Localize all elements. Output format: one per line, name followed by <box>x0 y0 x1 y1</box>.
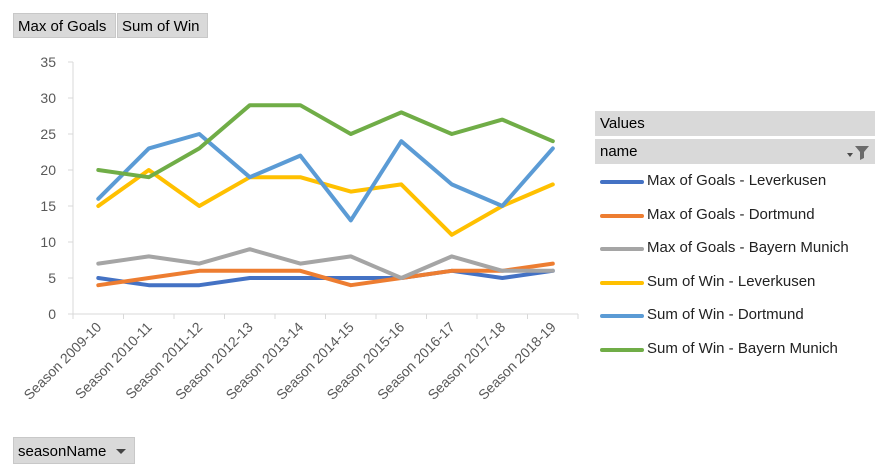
y-tick-label: 15 <box>40 198 56 214</box>
legend-name-field-button[interactable]: name <box>595 139 875 164</box>
y-tick-label: 30 <box>40 90 56 106</box>
legend-label: Sum of Win - Leverkusen <box>647 272 816 290</box>
legend-swatch <box>600 280 644 285</box>
legend-label: Max of Goals - Bayern Munich <box>647 239 849 257</box>
legend-label: Max of Goals - Leverkusen <box>647 172 827 189</box>
y-tick-label: 10 <box>40 234 56 250</box>
legend-values-header: Values <box>595 111 875 136</box>
legend: Max of Goals - Leverkusen Max of Goals - … <box>600 170 880 372</box>
series-line <box>96 168 555 237</box>
y-tick-label: 20 <box>40 162 56 178</box>
y-axis: 0 5 10 15 20 25 30 35 <box>40 54 74 322</box>
legend-swatch <box>600 347 644 352</box>
legend-item: Sum of Win - Leverkusen <box>600 271 880 305</box>
series-line <box>96 103 555 180</box>
legend-swatch <box>600 180 644 184</box>
sum-of-win-field-button[interactable]: Sum of Win <box>117 13 208 38</box>
legend-label: Sum of Win - Bayern Munich <box>647 339 838 357</box>
y-tick-label: 35 <box>40 54 56 70</box>
legend-swatch <box>600 247 644 252</box>
season-name-field-button[interactable]: seasonName <box>13 437 135 464</box>
chevron-down-icon[interactable] <box>116 449 126 454</box>
y-tick-label: 25 <box>40 126 56 142</box>
legend-name-label: name <box>600 143 638 160</box>
legend-label: Sum of Win - Dortmund <box>647 306 804 324</box>
max-of-goals-field-button[interactable]: Max of Goals <box>13 13 116 38</box>
filter-icon[interactable] <box>845 142 871 161</box>
series-line <box>96 261 555 288</box>
legend-item: Sum of Win - Dortmund <box>600 304 880 338</box>
legend-values-label: Values <box>600 115 645 132</box>
legend-item: Max of Goals - Dortmund <box>600 204 880 238</box>
season-name-label: seasonName <box>18 443 107 460</box>
legend-swatch <box>600 213 644 218</box>
series-line <box>96 247 555 280</box>
legend-item: Sum of Win - Bayern Munich <box>600 338 880 372</box>
series-line <box>96 132 555 223</box>
legend-item: Max of Goals - Bayern Munich <box>600 237 880 271</box>
legend-swatch <box>600 314 644 319</box>
legend-item: Max of Goals - Leverkusen <box>600 170 880 204</box>
series-lines <box>96 103 555 288</box>
legend-label: Max of Goals - Dortmund <box>647 205 815 223</box>
y-tick-label: 0 <box>48 306 56 322</box>
y-tick-label: 5 <box>48 270 56 286</box>
